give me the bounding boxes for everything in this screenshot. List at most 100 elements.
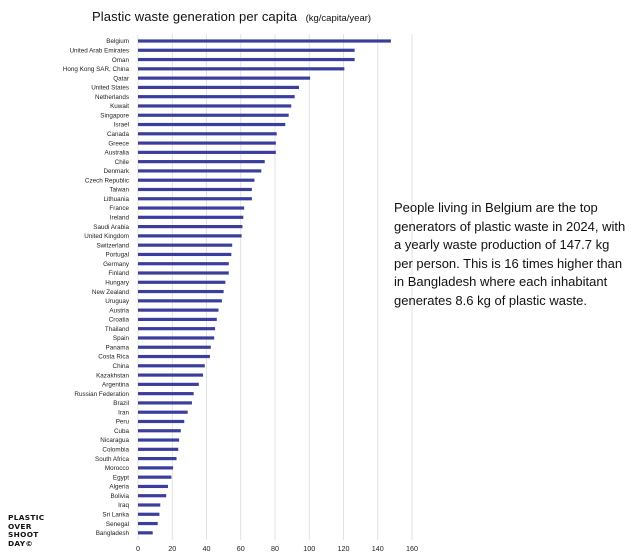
chart-unit: (kg/capita/year) (305, 13, 372, 24)
category-label: Saudi Arabia (93, 224, 129, 231)
category-label: Peru (116, 419, 130, 426)
bar (138, 169, 262, 173)
logo-line: SHOOT (8, 530, 39, 540)
category-label: Czech Republic (85, 177, 129, 184)
category-label: United Kingdom (84, 233, 129, 240)
bar (138, 438, 180, 442)
bar (138, 419, 185, 424)
category-label: United States (91, 85, 129, 92)
bar (138, 336, 215, 340)
category-label: Colombia (102, 447, 129, 454)
x-tick-label: 60 (237, 544, 245, 553)
category-label: Morocco (105, 465, 130, 472)
bar (138, 475, 172, 479)
category-label: Spain (113, 335, 130, 342)
category-label: Qatar (113, 75, 129, 82)
bar (138, 382, 199, 386)
category-label: Switzerland (96, 242, 129, 249)
bar (138, 521, 158, 526)
category-label: Iraq (118, 502, 129, 509)
category-label: Denmark (103, 168, 129, 175)
category-label: Belgium (106, 38, 129, 45)
bar (138, 447, 179, 451)
annotation-text: People living in Belgium are the top gen… (394, 200, 626, 308)
bar (138, 503, 161, 507)
bar (138, 187, 252, 192)
plastic-overshoot-day-logo: PLASTIC OVER SHOOT DAY© (8, 513, 45, 548)
bar (138, 141, 276, 145)
category-label: Thailand (105, 326, 130, 333)
bar (138, 512, 160, 516)
bar (138, 317, 217, 321)
category-label: Israel (114, 122, 129, 129)
category-label: Portugal (106, 252, 129, 259)
category-label: Germany (103, 261, 130, 268)
category-label: Croatia (109, 317, 130, 324)
bar (138, 132, 277, 136)
category-label: Lithuania (103, 196, 129, 203)
x-tick-label: 120 (338, 544, 350, 553)
chart-title: Plastic waste generation per capita (92, 9, 298, 24)
category-label: Panama (106, 344, 130, 351)
bars (138, 39, 391, 535)
bar (138, 289, 224, 294)
bar (138, 113, 289, 117)
logo-line: PLASTIC (8, 513, 45, 522)
bar (138, 299, 222, 303)
category-label: Nicaragua (100, 437, 129, 444)
x-tick-label: 140 (372, 544, 384, 553)
category-label: Costa Rica (98, 354, 129, 361)
bar (138, 243, 233, 247)
bar (138, 354, 210, 359)
bar (138, 76, 311, 80)
category-label: Singapore (100, 112, 129, 119)
category-label: Taiwan (109, 187, 129, 194)
category-label: New Zealand (92, 289, 130, 296)
bar (138, 178, 255, 182)
bar (138, 197, 252, 201)
category-label: Hungary (105, 279, 130, 286)
bar (138, 206, 245, 210)
bar (138, 225, 243, 229)
bar (138, 160, 265, 164)
bar (138, 271, 229, 275)
category-label: Argentina (102, 382, 129, 389)
bar (138, 48, 355, 52)
bar (138, 262, 229, 266)
category-label: South Africa (95, 456, 129, 463)
category-label: Australia (105, 150, 130, 157)
gridlines (137, 34, 413, 540)
bar (138, 308, 219, 312)
bar (138, 39, 391, 43)
bar (138, 494, 167, 498)
bar (138, 252, 232, 257)
logo-line: DAY© (8, 538, 34, 548)
category-label: Chile (115, 159, 130, 166)
bar (138, 457, 177, 461)
x-tick-label: 100 (303, 544, 315, 553)
category-label: Russian Federation (74, 391, 129, 398)
category-label: Hong Kong SAR, China (63, 66, 130, 73)
bar (138, 484, 168, 489)
bar (138, 345, 211, 349)
category-labels: Belgium United Arab Emirates Oman Hong Kong… (63, 38, 130, 537)
category-label: Bangladesh (96, 530, 130, 537)
category-label: Cuba (114, 428, 130, 435)
x-tick-label: 80 (271, 544, 279, 553)
category-label: Sri Lanka (102, 511, 129, 518)
bar (138, 373, 204, 377)
bar (138, 85, 299, 89)
bar (138, 364, 205, 368)
bar (138, 392, 194, 396)
category-label: Oman (112, 57, 130, 64)
category-label: Senegal (106, 521, 129, 528)
bar (138, 429, 181, 433)
category-label: Algeria (109, 484, 129, 491)
category-label: Iran (118, 409, 129, 416)
bar (138, 122, 286, 127)
logo-line: OVER (8, 521, 32, 531)
category-label: Kazakhstan (96, 372, 129, 379)
bar (138, 150, 276, 154)
category-label: Bolivia (110, 493, 129, 500)
bar (138, 401, 192, 405)
